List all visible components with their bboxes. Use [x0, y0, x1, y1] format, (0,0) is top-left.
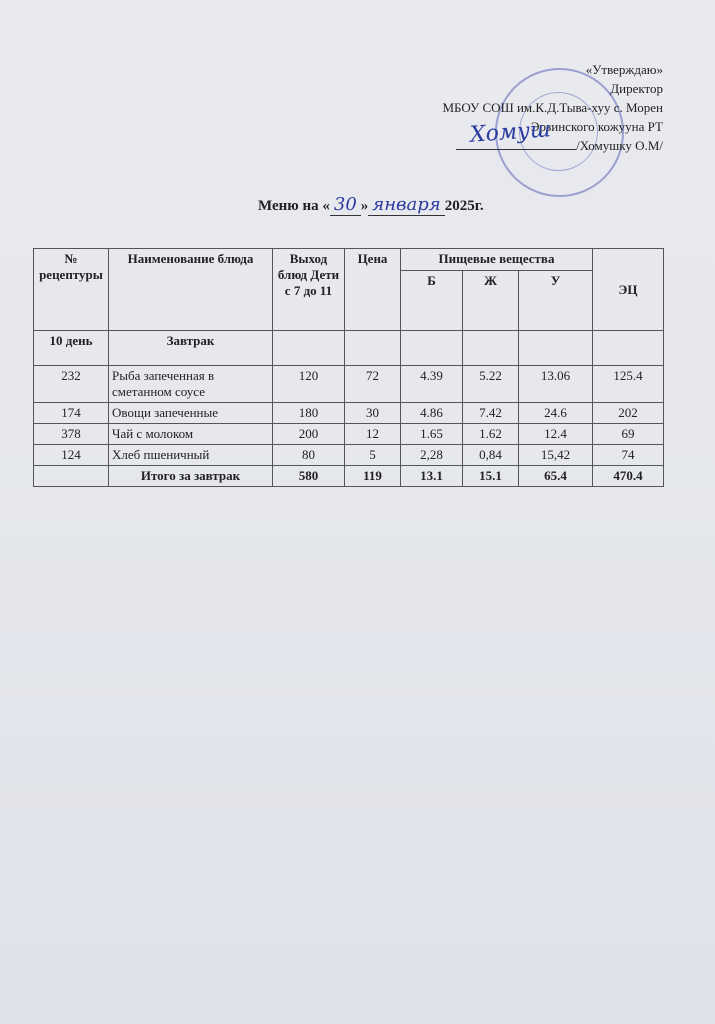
approval-region: Эрзинского кожууна РТ	[530, 119, 663, 134]
zh-cell: 0,84	[462, 444, 519, 466]
b-cell: 1.65	[400, 423, 463, 445]
zh-cell: 7.42	[462, 402, 519, 424]
yield-cell: 120	[272, 365, 345, 403]
u-cell: 15,42	[518, 444, 593, 466]
table-row: 124 Хлеб пшеничный 80 5 2,28 0,84 15,42 74	[33, 444, 664, 466]
header-yield: Выход блюд Дети с 7 до 11	[272, 248, 345, 331]
approval-school: МБОУ СОШ им.К.Д.Тыва-хуу с. Морен	[442, 100, 663, 115]
price-cell: 30	[344, 402, 401, 424]
ec-cell: 202	[592, 402, 664, 424]
approval-heading: «Утверждаю»	[585, 62, 663, 77]
price-cell: 72	[344, 365, 401, 403]
yield-cell: 200	[272, 423, 345, 445]
u-cell: 24.6	[518, 402, 593, 424]
total-zh: 15.1	[462, 465, 519, 487]
title-prefix: Меню на «	[258, 198, 330, 214]
dish-cell: Овощи запеченные	[108, 402, 273, 424]
header-price: Цена	[344, 248, 401, 331]
dish-cell: Хлеб пшеничный	[108, 444, 273, 466]
title-day: 30	[329, 194, 361, 216]
total-b: 13.1	[400, 465, 463, 487]
header-nutrients: Пищевые вещества	[400, 248, 593, 271]
ec-cell: 74	[592, 444, 664, 466]
signature-line	[456, 137, 577, 150]
table-row: 378 Чай с молоком 200 12 1.65 1.62 12.4 69	[33, 423, 664, 445]
dish-cell: Рыба запеченная в сметанном соусе	[108, 365, 273, 403]
price-cell: 12	[344, 423, 401, 445]
approval-director-name: /Хомушку О.М/	[576, 138, 663, 153]
approval-position: Директор	[610, 81, 663, 96]
header-ec: ЭЦ	[592, 248, 664, 331]
ec-cell: 69	[592, 423, 664, 445]
b-cell: 2,28	[400, 444, 463, 466]
title-month: января	[368, 194, 445, 216]
total-yield: 580	[272, 465, 345, 487]
day-label: 10 день	[33, 330, 109, 366]
total-label: Итого за завтрак	[108, 465, 273, 487]
b-cell: 4.86	[400, 402, 463, 424]
u-cell: 13.06	[518, 365, 593, 403]
zh-cell: 1.62	[462, 423, 519, 445]
total-u: 65.4	[518, 465, 593, 487]
total-row: Итого за завтрак 580 119 13.1 15.1 65.4 470.4	[33, 465, 664, 487]
title-year: 2025г.	[444, 198, 484, 214]
dish-cell: Чай с молоком	[108, 423, 273, 445]
total-ec: 470.4	[592, 465, 664, 487]
b-cell: 4.39	[400, 365, 463, 403]
table-row: 232 Рыба запеченная в сметанном соусе 120 7…	[33, 365, 664, 403]
header-recipe: № рецептуры	[33, 248, 109, 331]
title-mid: »	[360, 198, 369, 214]
header-b: Б	[400, 270, 463, 331]
total-price: 119	[344, 465, 401, 487]
meal-label: Завтрак	[108, 330, 273, 366]
recipe-cell: 174	[33, 402, 109, 424]
approval-block: «Утверждаю» Директор МБОУ СОШ им.К.Д.Тыв…	[442, 60, 663, 155]
price-cell: 5	[344, 444, 401, 466]
yield-cell: 180	[272, 402, 345, 424]
header-dish: Наименование блюда	[108, 248, 273, 331]
page-title: Меню на «30» января 2025г.	[258, 194, 484, 216]
ec-cell: 125.4	[592, 365, 664, 403]
table-row: 174 Овощи запеченные 180 30 4.86 7.42 24.6 202	[33, 402, 664, 424]
section-row: 10 день Завтрак	[33, 330, 664, 366]
header-zh: Ж	[462, 270, 519, 331]
school-stamp	[495, 68, 624, 197]
recipe-cell: 124	[33, 444, 109, 466]
recipe-cell: 232	[33, 365, 109, 403]
header-u: У	[518, 270, 593, 331]
yield-cell: 80	[272, 444, 345, 466]
menu-table: № рецептуры Наименование блюда Выход блю…	[33, 248, 664, 487]
recipe-cell: 378	[33, 423, 109, 445]
zh-cell: 5.22	[462, 365, 519, 403]
u-cell: 12.4	[518, 423, 593, 445]
